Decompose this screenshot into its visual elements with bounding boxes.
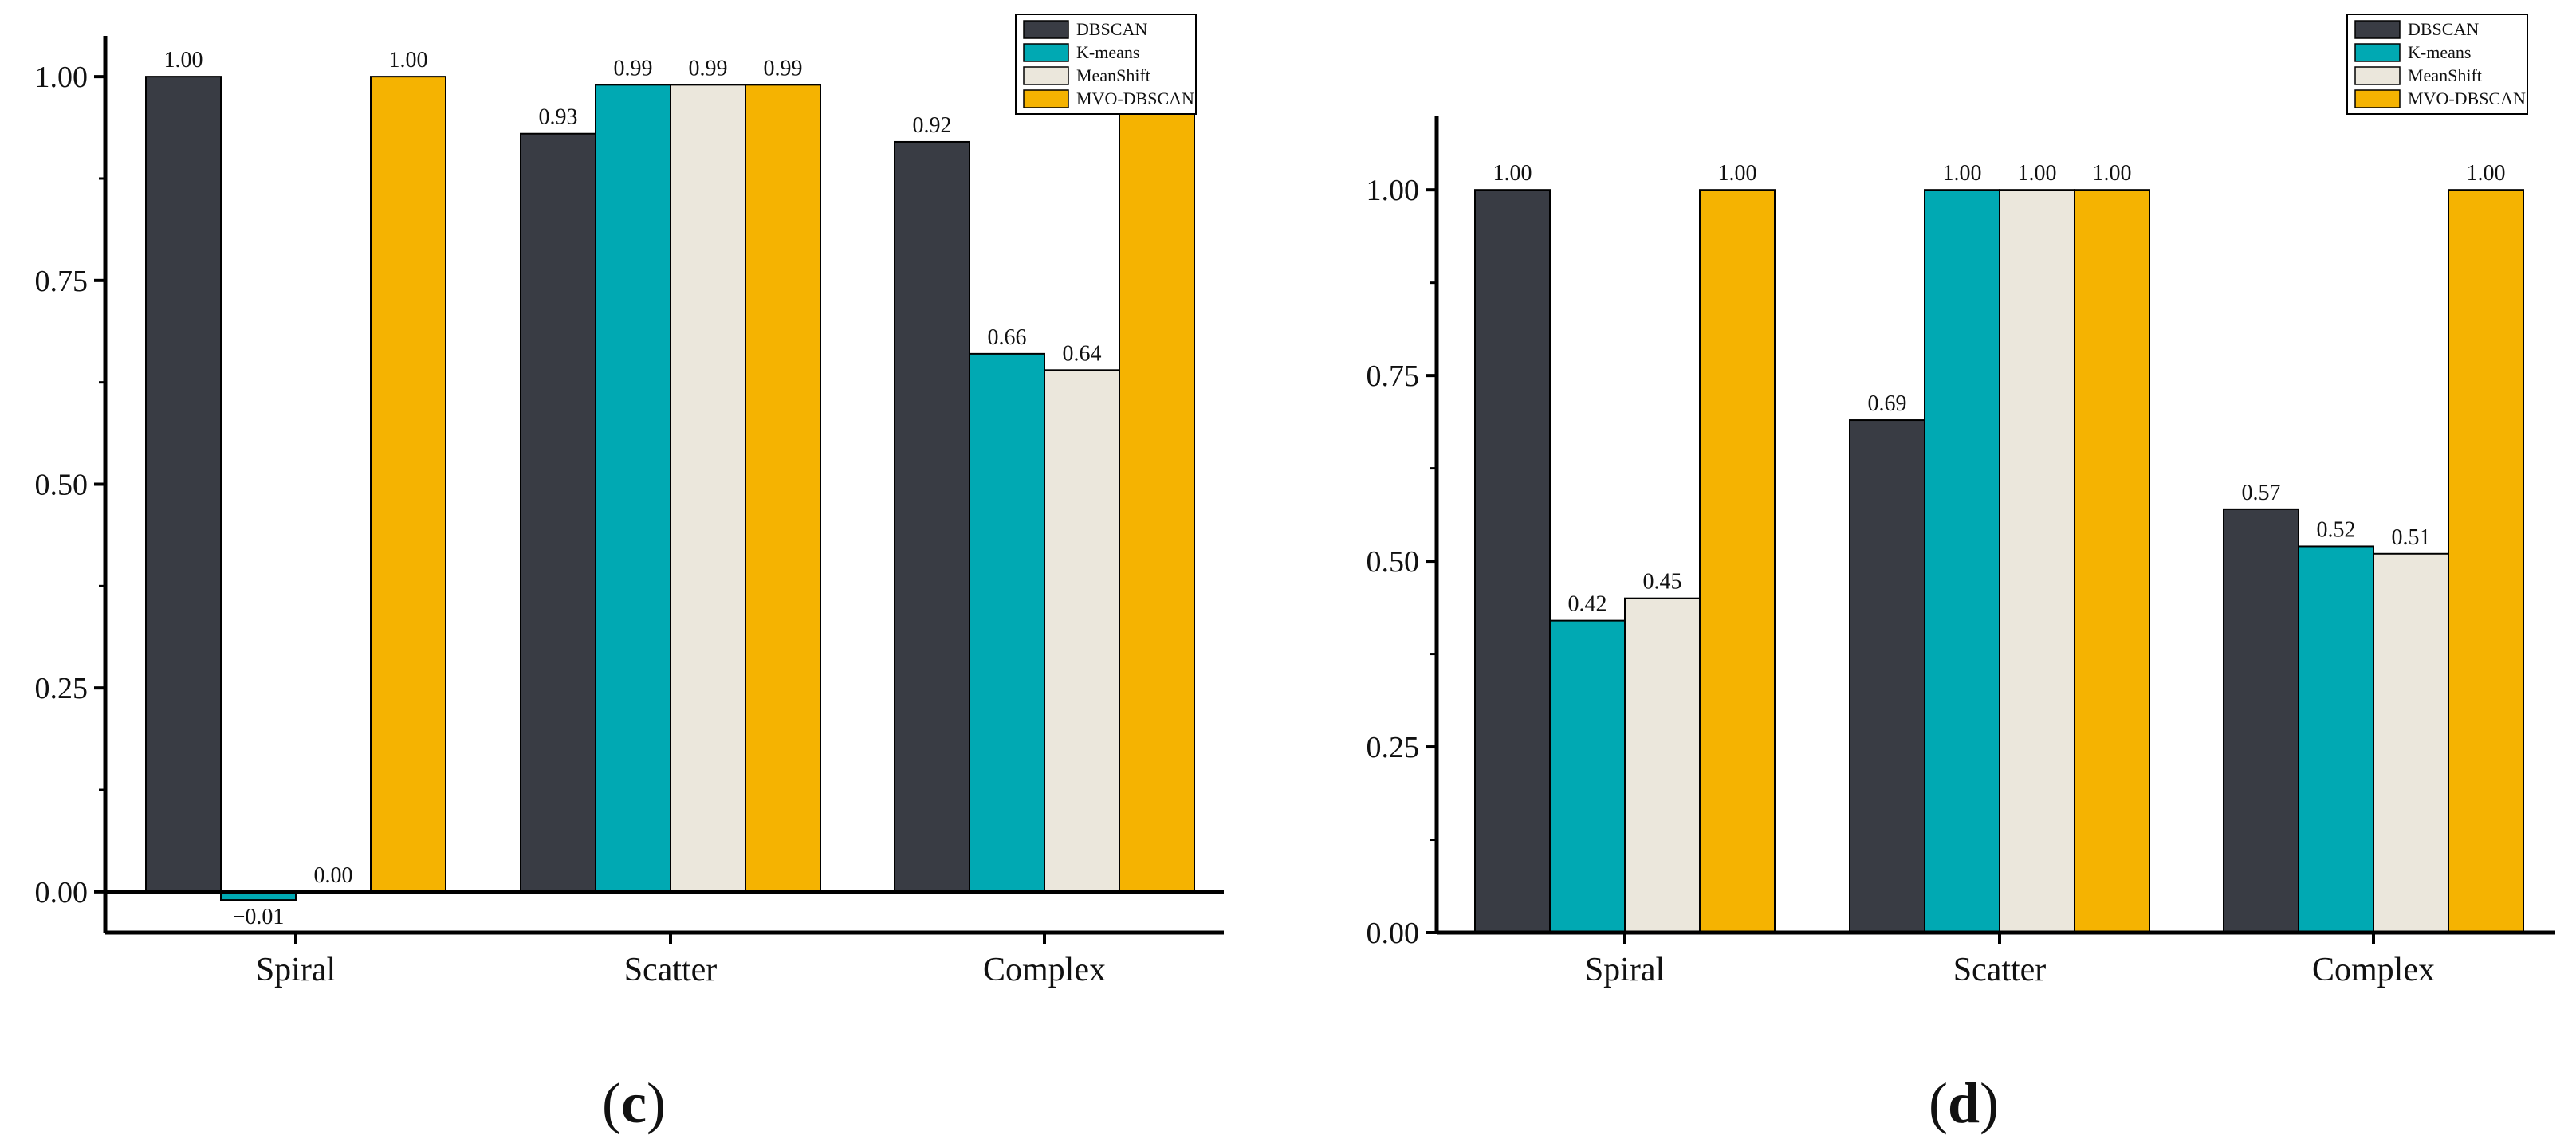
panel-label-close: ) [1980,1071,1999,1135]
panel-label-letter: c [621,1071,647,1135]
legend-swatch-mvo-dbscan [2354,89,2401,108]
bar-dbscan-spiral [1474,189,1551,933]
legend-label-k-means: K-means [2408,42,2471,62]
data-label: 0.57 [2242,481,2281,505]
panel-label-open: ( [1929,1071,1948,1135]
data-label: 0.99 [689,56,728,81]
legend-swatch-dbscan [2354,20,2401,39]
bar-mvo-dbscan-spiral [1699,189,1776,933]
legend-swatch-mvo-dbscan [1023,89,1069,108]
data-label: 1.00 [2018,161,2057,186]
data-label: 0.51 [2392,525,2431,550]
data-label: 1.00 [1943,161,1982,186]
x-category-label-complex: Complex [983,952,1106,988]
data-label: 0.93 [539,105,578,130]
x-category-label-scatter: Scatter [1953,952,2047,988]
data-label: 0.52 [2317,517,2356,542]
y-tick-label: 0.50 [1367,545,1420,579]
bar-dbscan-complex [894,140,970,893]
legend-swatch-dbscan [1023,20,1069,39]
legend-label-mvo-dbscan: MVO-DBSCAN [1076,88,1194,108]
data-label: −0.01 [233,905,285,929]
legend-label-dbscan: DBSCAN [2408,19,2479,39]
bar-mvo-dbscan-scatter [2074,189,2150,933]
x-category-label-scatter: Scatter [624,952,718,988]
data-label: 0.45 [1643,570,1682,595]
bar-dbscan-spiral [145,76,222,893]
legend-label-dbscan: DBSCAN [1076,19,1147,39]
bar-dbscan-scatter [1849,419,1925,933]
legend-swatch-meanshift [1023,66,1069,85]
panel-label-letter: d [1948,1071,1980,1135]
bar-mvo-dbscan-complex [1119,76,1195,893]
legend-label-k-means: K-means [1076,42,1139,62]
y-tick-label: 0.00 [35,876,88,909]
y-tick-label: 0.25 [35,672,88,705]
legend-label-meanshift: MeanShift [2408,65,2482,85]
chart-panel-d: 1.00 0.69 0.57 0.42 1.00 0.52 0.45 1.00 0.51 1.00… [1367,14,2555,1135]
bar-dbscan-scatter [520,132,596,893]
y-tick-label: 0.75 [1367,359,1420,393]
bar-k-means-scatter [595,84,671,893]
panel-label: (d) [1929,1071,1999,1135]
bar-mvo-dbscan-spiral [370,76,446,893]
data-label: 0.66 [988,325,1027,350]
data-label: 1.00 [389,48,428,73]
data-label: 1.00 [1718,161,1757,186]
data-label: 1.00 [2093,161,2132,186]
panel-label: (c) [602,1071,666,1135]
x-category-label-complex: Complex [2312,952,2435,988]
chart-panel-c: 1.00 0.93 0.92 −0.01 0.99 0.66 0.00 0.99 0.64 1.0… [35,14,1224,1135]
bar-mvo-dbscan-scatter [745,84,821,893]
bar-k-means-complex [969,352,1045,893]
data-label: 0.69 [1868,391,1907,416]
bar-meanshift-scatter [670,84,746,893]
y-tick-label: 0.75 [35,265,88,298]
data-label: 1.00 [164,48,203,73]
bar-meanshift-scatter [1999,189,2075,933]
panel-label-close: ) [647,1071,666,1135]
x-category-label-spiral: Spiral [256,952,336,988]
data-label: 0.99 [614,56,653,81]
bar-k-means-scatter [1924,189,2000,933]
y-tick-label: 1.00 [1367,174,1420,207]
panel-label-open: ( [602,1071,621,1135]
bar-meanshift-spiral [1624,597,1701,933]
data-label: 0.92 [913,113,952,138]
legend: DBSCAN K-means MeanShift MVO-DBSCAN [2346,14,2528,115]
legend-label-mvo-dbscan: MVO-DBSCAN [2408,88,2526,108]
bar-k-means-complex [2298,545,2374,933]
data-label: 0.00 [314,863,353,888]
x-category-label-spiral: Spiral [1585,952,1665,988]
legend-swatch-k-means [1023,43,1069,62]
y-tick-label: 0.50 [35,469,88,502]
y-tick-label: 1.00 [35,61,88,94]
bar-dbscan-complex [2223,508,2299,933]
data-label: 0.99 [764,56,803,81]
bar-k-means-spiral [1549,619,1626,933]
data-label: 1.00 [1493,161,1532,186]
legend-swatch-k-means [2354,43,2401,62]
data-label: 0.64 [1063,341,1102,366]
legend-label-meanshift: MeanShift [1076,65,1150,85]
y-tick-label: 0.25 [1367,731,1420,764]
y-tick-label: 0.00 [1367,917,1420,950]
bar-meanshift-complex [1044,369,1120,893]
legend-swatch-meanshift [2354,66,2401,85]
data-label: 0.42 [1568,592,1607,617]
bar-meanshift-complex [2373,552,2449,933]
data-label: 1.00 [2467,161,2506,186]
legend: DBSCAN K-means MeanShift MVO-DBSCAN [1015,14,1197,115]
bar-mvo-dbscan-complex [2448,189,2524,933]
